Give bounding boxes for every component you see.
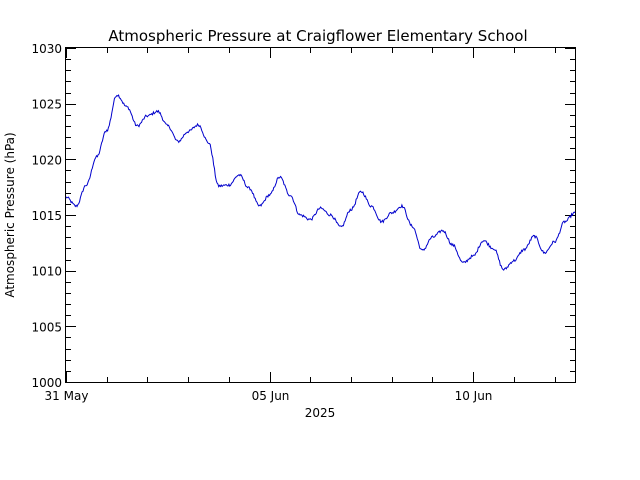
y-tick-label: 1025 (31, 98, 62, 112)
y-tick-label: 1005 (31, 320, 62, 334)
axis-ticks (66, 48, 575, 383)
y-tick-label: 1030 (31, 42, 62, 56)
y-tick-label: 1000 (31, 376, 62, 390)
y-tick-labels: 1000 1005 1010 1015 1020 1025 1030 (31, 42, 62, 390)
x-tick-label: 05 Jun (252, 389, 290, 403)
y-axis-label: Atmospheric Pressure (hPa) (3, 132, 17, 297)
plot-frame (65, 47, 576, 383)
x-tick-labels: 31 May 05 Jun 10 Jun (45, 389, 493, 403)
y-tick-label: 1020 (31, 153, 62, 167)
pressure-series-line (65, 94, 576, 271)
y-tick-label: 1010 (31, 265, 62, 279)
y-tick-label: 1015 (31, 209, 62, 223)
series-layer (65, 94, 576, 271)
x-tick-label: 10 Jun (455, 389, 493, 403)
x-tick-label: 31 May (45, 389, 89, 403)
x-axis-label: 2025 (305, 406, 336, 420)
chart-title: Atmospheric Pressure at Craigflower Elem… (108, 27, 527, 45)
